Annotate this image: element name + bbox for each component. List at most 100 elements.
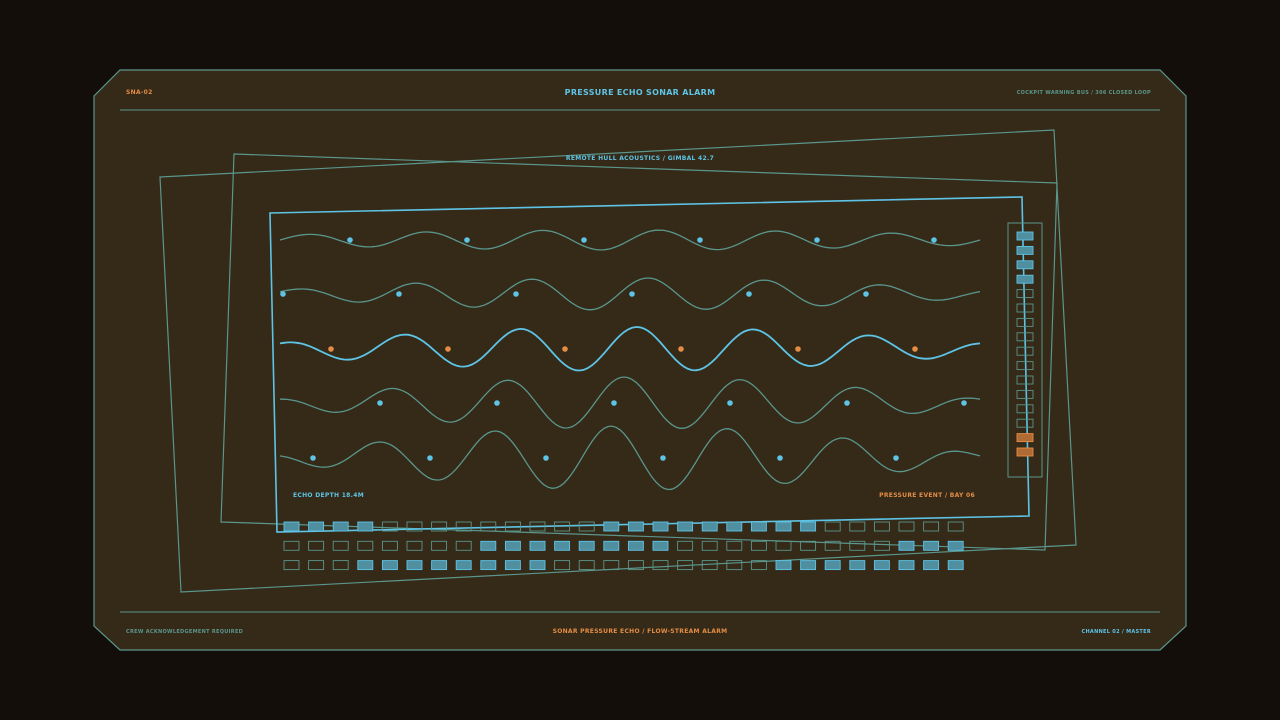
outer-frame-a (159, 129, 1077, 593)
sequencer-cell (627, 521, 644, 532)
sequencer-cell (775, 521, 792, 532)
footer-center: SONAR PRESSURE ECHO / FLOW-STREAM ALARM (552, 628, 728, 635)
sequencer-cell (923, 560, 940, 571)
echo-marker (629, 291, 635, 297)
echo-marker (893, 455, 899, 461)
sequencer-cell (603, 540, 620, 551)
monitor-caption: REMOTE HULL ACOUSTICS / GIMBAL 42.7 (565, 155, 715, 162)
sequencer-cell (898, 521, 915, 532)
sequencer-cell (283, 521, 300, 532)
sequencer-cell (406, 560, 423, 571)
echo-marker (328, 346, 334, 352)
echo-marker (494, 400, 500, 406)
level-meter-segment (1016, 289, 1034, 299)
sequencer-cell (431, 560, 448, 571)
echo-marker (562, 346, 568, 352)
level-meter-segment (1016, 361, 1034, 371)
sequencer-cell (529, 560, 546, 571)
echo-depth-label: ECHO DEPTH 18.4M (293, 492, 364, 499)
echo-marker (427, 455, 433, 461)
echo-marker (445, 346, 451, 352)
sequencer-cell (357, 521, 374, 532)
sequencer-cell (480, 560, 497, 571)
sequencer-cell (381, 521, 398, 532)
echo-marker (581, 237, 587, 243)
page-title: PRESSURE ECHO SONAR ALARM (564, 88, 716, 97)
sequencer-cell (750, 560, 767, 571)
echo-marker (697, 237, 703, 243)
sequencer-cell (701, 560, 718, 571)
sequencer-cell (947, 540, 964, 551)
echo-wave-2 (279, 277, 981, 311)
sequencer-cell (529, 521, 546, 532)
panel-id: SNA-02 (126, 89, 153, 96)
sequencer-cell (332, 540, 349, 551)
sequencer-cell (726, 521, 743, 532)
echo-marker (280, 291, 286, 297)
sequencer-cell (677, 560, 694, 571)
sequencer-cell (775, 560, 792, 571)
header-subtitle: COCKPIT WARNING BUS / 306 CLOSED LOOP (1016, 90, 1151, 96)
sequencer-cell (873, 540, 890, 551)
sequencer-cell (603, 560, 620, 571)
echo-marker (814, 237, 820, 243)
footer-left: CREW ACKNOWLEDGEMENT REQUIRED (126, 629, 244, 635)
pressure-event-label: PRESSURE EVENT / BAY 06 (879, 492, 975, 499)
monitor-frame (269, 196, 1030, 533)
echo-marker (377, 400, 383, 406)
sequencer-cell (357, 540, 374, 551)
sequencer-cell (480, 521, 497, 532)
echo-marker (513, 291, 519, 297)
echo-marker (543, 455, 549, 461)
level-meter-segment (1016, 303, 1034, 313)
sequencer-cell (308, 521, 325, 532)
sequencer-grid (283, 521, 964, 571)
sequencer-cell (381, 540, 398, 551)
level-meter-frame (1007, 222, 1043, 478)
sequencer-cell (381, 560, 398, 571)
echo-marker (746, 291, 752, 297)
sequencer-cell (308, 560, 325, 571)
echo-wave-3 (279, 326, 981, 372)
sequencer-cell (947, 560, 964, 571)
sequencer-cell (800, 521, 817, 532)
sequencer-cell (504, 521, 521, 532)
echo-marker (347, 237, 353, 243)
echo-marker (727, 400, 733, 406)
sequencer-cell (677, 540, 694, 551)
sequencer-cell (578, 540, 595, 551)
level-meter-segment (1016, 346, 1034, 356)
sequencer-cell (873, 560, 890, 571)
sequencer-cell (578, 560, 595, 571)
sequencer-cell (652, 540, 669, 551)
level-meter-segment (1016, 389, 1034, 399)
level-meter-segment (1016, 260, 1034, 270)
sequencer-cell (283, 540, 300, 551)
sequencer-cell (431, 540, 448, 551)
sequencer-cell (431, 521, 448, 532)
level-meter (1016, 231, 1034, 457)
sequencer-cell (406, 540, 423, 551)
sequencer-cell (947, 521, 964, 532)
wave-group (279, 229, 981, 491)
level-meter-segment (1016, 274, 1034, 284)
level-meter-segment (1016, 317, 1034, 327)
sequencer-cell (455, 540, 472, 551)
level-meter-segment (1016, 375, 1034, 385)
echo-marker (611, 400, 617, 406)
outer-frame-b (220, 153, 1058, 551)
sequencer-cell (652, 521, 669, 532)
echo-wave-5 (279, 425, 981, 491)
echo-marker (795, 346, 801, 352)
level-meter-segment (1016, 433, 1034, 443)
sequencer-cell (824, 560, 841, 571)
sequencer-cell (455, 521, 472, 532)
sequencer-cell (775, 540, 792, 551)
sequencer-cell (726, 540, 743, 551)
echo-wave-4 (280, 376, 981, 429)
echo-marker (912, 346, 918, 352)
sequencer-cell (800, 560, 817, 571)
sequencer-cell (332, 521, 349, 532)
sequencer-cell (529, 540, 546, 551)
